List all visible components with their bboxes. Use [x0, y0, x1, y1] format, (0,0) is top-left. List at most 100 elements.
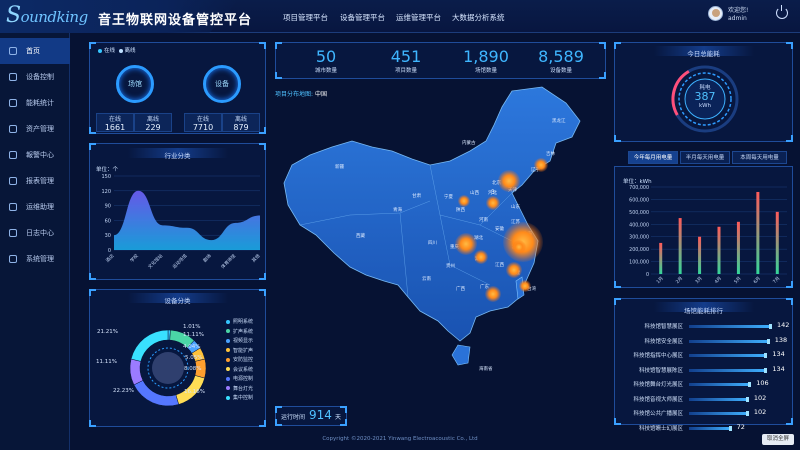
report-icon	[9, 177, 17, 185]
sidebar-item-system-management[interactable]: 系统管理	[0, 246, 70, 272]
legend-swatch	[226, 348, 230, 352]
map-label-shaanxi: 陕西	[456, 208, 465, 213]
hotspot	[519, 280, 531, 292]
map-label-sichuan: 四川	[428, 241, 437, 246]
pie-legend-item: 智能扩声	[226, 347, 253, 355]
y-tick-label: 500,000	[629, 210, 649, 216]
pie-legend-item: 视频显示	[226, 337, 253, 345]
industry-unit: 单位：个	[96, 167, 119, 173]
pie-legend-item: 舞台灯光	[226, 385, 253, 393]
map-label-qinghai: 青海	[393, 208, 402, 213]
hotspot	[534, 158, 548, 172]
pie-center	[152, 352, 184, 384]
energy-bar	[678, 218, 682, 274]
device-panel: 设备分类 1.01% 11.11% 4.04% 5.05% 8.08% 16.16% 22.…	[89, 289, 266, 427]
map-label-xinjiang: 新疆	[335, 165, 344, 170]
energy-bar	[717, 226, 721, 274]
user-avatar[interactable]	[708, 6, 723, 21]
nav-bigdata-system[interactable]: 大数据分析系统	[452, 13, 505, 22]
x-tick-label: 运动场馆	[171, 252, 189, 270]
tab-monthly-usage[interactable]: 今年每月用电量	[628, 151, 678, 164]
ranking-value: 134	[772, 350, 785, 358]
nav-device-platform[interactable]: 设备管理平台	[340, 13, 385, 22]
map-label-jilin: 吉林	[546, 152, 555, 157]
x-tick-label: 2月	[675, 276, 684, 285]
energy-unit: 单位：kWh	[623, 179, 652, 185]
pie-slice	[130, 329, 169, 362]
ranking-row: 科技馆智慧展区 142	[623, 321, 793, 333]
gear-icon	[9, 255, 17, 263]
hotspot	[512, 240, 526, 254]
x-tick-label: 4月	[714, 276, 723, 285]
tab-halfmonth-usage[interactable]: 半月每天用电量	[680, 151, 730, 164]
map-label-heilongjiang: 黑龙江	[552, 119, 566, 124]
ranking-name: 科技馆瞭士幻展区	[638, 425, 683, 432]
sidebar-item-device-control[interactable]: 设备控制	[0, 64, 70, 90]
device-icon	[9, 73, 17, 81]
y-tick-label: 0	[108, 248, 111, 254]
pie-legend-item: 照明系统	[226, 318, 253, 326]
industry-area-series	[114, 190, 260, 250]
y-tick-label: 150	[101, 174, 111, 180]
nav-project-platform[interactable]: 项目管理平台	[283, 13, 328, 22]
sidebar-item-reports[interactable]: 报表管理	[0, 168, 70, 194]
legend-swatch	[226, 386, 230, 390]
map-label-taiwan: 台湾	[527, 287, 536, 292]
sidebar-item-home[interactable]: 首页	[0, 38, 70, 64]
pie-slice	[129, 358, 144, 386]
map-label-chongqing: 重庆	[450, 245, 459, 250]
venue-online-cell: 在线 1661	[96, 113, 134, 132]
ranking-row: 科技馆舞台灯光展区 106	[623, 379, 793, 391]
sidebar-item-asset-management[interactable]: 资产管理	[0, 116, 70, 142]
ranking-name: 科技馆公共广播展区	[633, 411, 683, 417]
pie-slice	[133, 380, 180, 407]
industry-panel: 行业分类 单位：个 0 30 60 90 120 150 酒店 学校 文化馆站 运动场馆 剧场 体育场…	[89, 143, 266, 280]
energy-bar-chart: 700,000 600,000 500,000 400,000 300,000 200,0…	[629, 185, 787, 285]
energy-icon	[9, 99, 17, 107]
map-label-jiangxi: 江西	[495, 263, 504, 268]
exit-fullscreen-button[interactable]: 取消全屏	[762, 434, 794, 445]
stat-device-count: 8,589 设备数量	[538, 47, 584, 74]
x-tick-label: 其他	[250, 252, 262, 264]
legend-swatch	[226, 319, 230, 324]
ranking-bar	[689, 324, 772, 329]
y-tick-label: 90	[105, 204, 111, 210]
y-tick-label: 300,000	[629, 235, 649, 241]
ranking-row: 科技馆安全展区 138	[623, 336, 793, 348]
pie-inner-ring	[147, 347, 189, 389]
ranking-name: 科技馆智慧展陈区	[638, 367, 683, 374]
pie-value-label: 1.01%	[183, 324, 201, 330]
sidebar-item-log-center[interactable]: 日志中心	[0, 220, 70, 246]
gauge-value: 387	[694, 90, 716, 103]
device-pie-chart	[129, 329, 207, 407]
tab-week-usage[interactable]: 本周每天用电量	[732, 151, 787, 164]
ranking-value: 72	[736, 422, 745, 431]
map-label-beijing: 北京	[492, 181, 501, 186]
hotspot	[485, 286, 501, 302]
energy-bar	[756, 191, 760, 274]
asset-icon	[9, 125, 17, 133]
x-tick-label: 文化馆站	[146, 252, 164, 270]
x-tick-label: 学校	[128, 252, 140, 264]
nav-ops-platform[interactable]: 运维管理平台	[396, 13, 441, 22]
y-tick-label: 120	[101, 189, 111, 195]
y-tick-label: 700,000	[629, 185, 649, 191]
sidebar: 首页 设备控制 能耗统计 资产管理 報警中心 报表管理 运维助理 日志中心 系统…	[0, 33, 70, 450]
hotspot	[474, 250, 488, 264]
sidebar-item-energy-stats[interactable]: 能耗统计	[0, 90, 70, 116]
power-icon[interactable]	[776, 5, 788, 19]
device-title: 设备分类	[164, 297, 191, 305]
y-tick-label: 400,000	[629, 222, 649, 228]
sidebar-item-alarm-center[interactable]: 報警中心	[0, 142, 70, 168]
map-mainland	[283, 86, 581, 342]
sidebar-item-ops-assistant[interactable]: 运维助理	[0, 194, 70, 220]
ranking-panel: 场馆能耗排行	[614, 298, 793, 425]
pie-legend-item: 安防监控	[226, 356, 253, 364]
map-label-ningxia: 宁夏	[444, 195, 453, 200]
pie-legend-item: 会议系统	[226, 366, 253, 374]
pie-value-label: 8.08%	[184, 366, 202, 372]
industry-title: 行业分类	[164, 152, 191, 160]
device-ring: 设备	[203, 65, 241, 103]
pie-legend-item: 电源控制	[226, 375, 253, 383]
y-tick-label: 100,000	[629, 260, 649, 266]
